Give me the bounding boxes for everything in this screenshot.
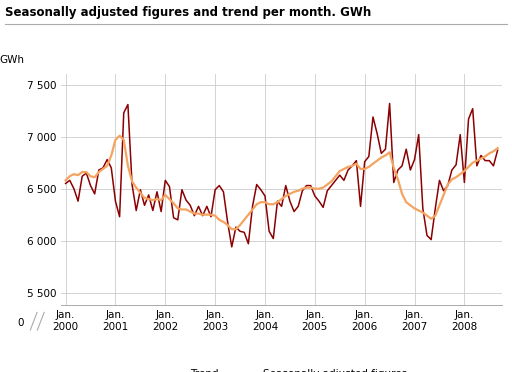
Legend: Trend, Seasonally adjusted figures: Trend, Seasonally adjusted figures [152, 365, 412, 372]
Text: Seasonally adjusted figures and trend per month. GWh: Seasonally adjusted figures and trend pe… [5, 6, 371, 19]
Text: 0: 0 [17, 318, 24, 328]
Text: GWh: GWh [0, 55, 24, 65]
